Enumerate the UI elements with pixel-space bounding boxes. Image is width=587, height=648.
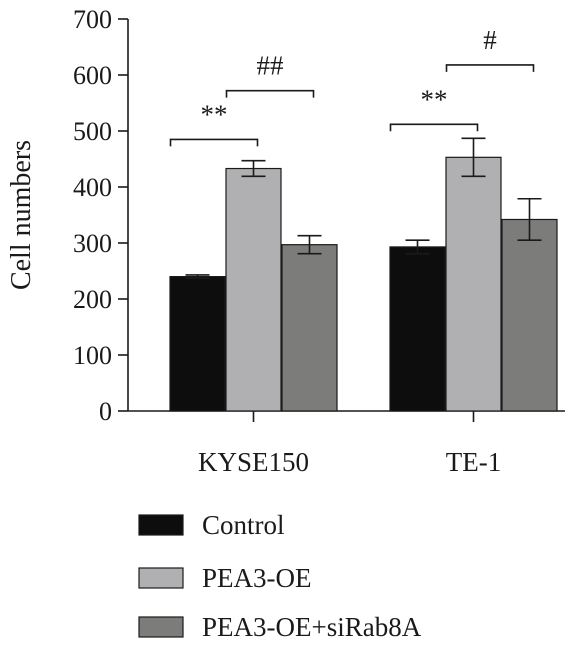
significance-label: **	[201, 99, 228, 129]
x-tick-label: KYSE150	[198, 447, 309, 477]
legend-label: PEA3-OE+siRab8A	[202, 612, 422, 642]
y-tick-label: 700	[73, 5, 112, 34]
y-tick-label: 500	[73, 117, 112, 146]
bar	[281, 244, 338, 412]
legend-label: Control	[202, 510, 285, 540]
y-tick-label: 0	[99, 397, 112, 426]
legend-label: PEA3-OE	[202, 563, 312, 593]
bars	[169, 137, 558, 412]
significance-bracket	[225, 89, 315, 98]
bar	[445, 156, 502, 412]
legend-swatch	[138, 616, 184, 638]
bar	[501, 218, 558, 412]
axes: 0 100 200 300 400 500 600 700 KYSE150 TE-1	[73, 5, 565, 477]
significance-annotations: ** ## ** #	[169, 25, 535, 147]
y-tick-label: 400	[73, 173, 112, 202]
legend-swatch	[138, 514, 184, 536]
legend-swatch	[138, 567, 184, 589]
bar	[389, 246, 446, 412]
significance-bracket	[169, 138, 259, 147]
significance-bracket	[445, 64, 535, 72]
x-tick-label: TE-1	[446, 447, 501, 477]
bar	[225, 167, 282, 412]
y-tick-label: 600	[73, 61, 112, 90]
significance-label: ##	[257, 51, 285, 81]
y-tick-label: 200	[73, 285, 112, 314]
significance-bracket	[389, 123, 479, 132]
y-tick-label: 100	[73, 341, 112, 370]
significance-label: **	[421, 84, 448, 114]
legend: Control PEA3-OE PEA3-OE+siRab8A	[138, 510, 422, 642]
significance-label: #	[483, 25, 497, 55]
y-axis-label: Cell numbers	[6, 140, 37, 290]
bar	[169, 276, 226, 412]
y-tick-label: 300	[73, 229, 112, 258]
